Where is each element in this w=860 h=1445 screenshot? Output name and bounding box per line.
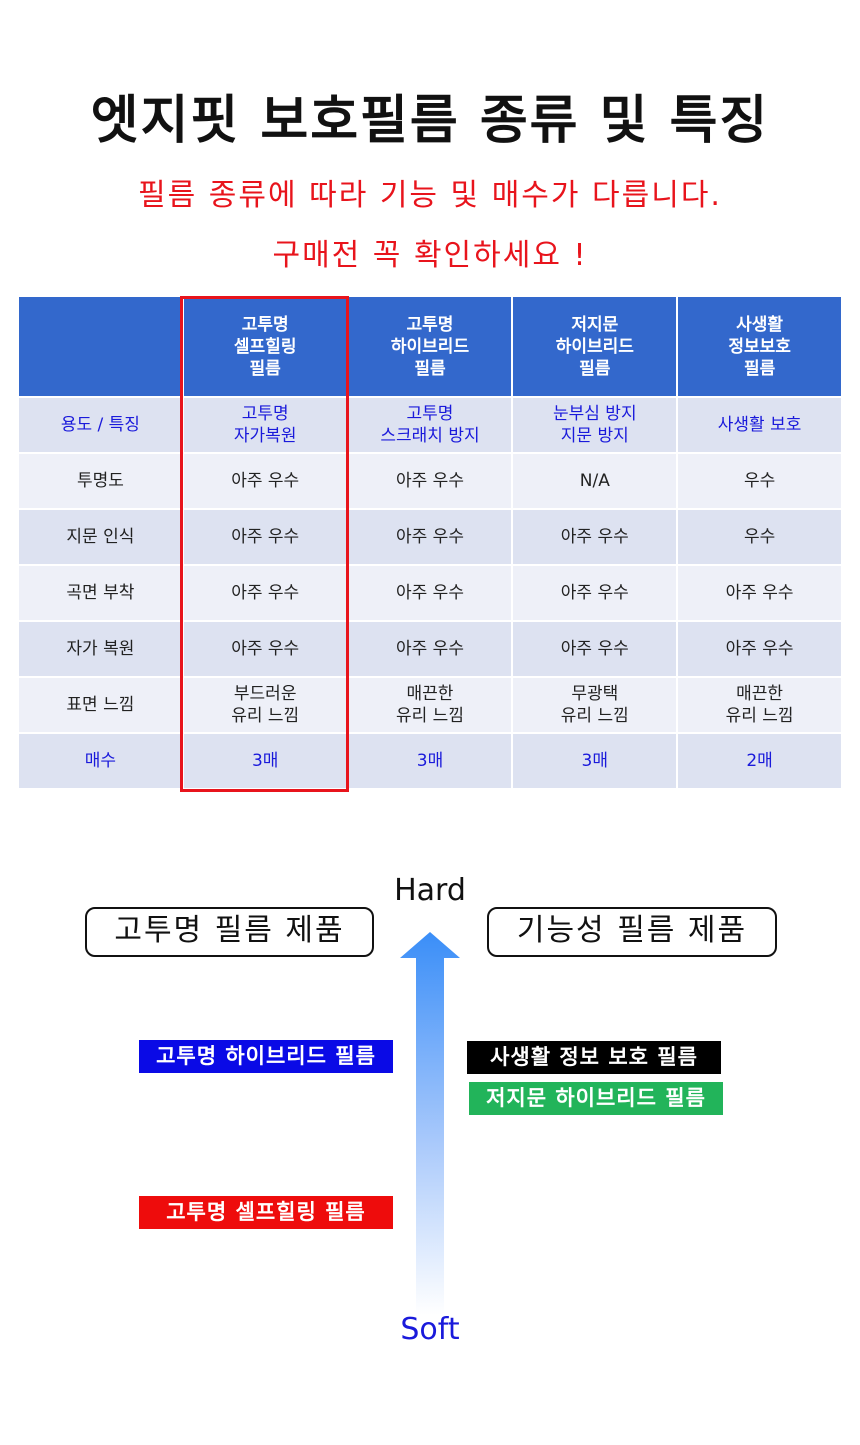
- table-row: 지문 인식 아주 우수 아주 우수 아주 우수 우수: [17, 509, 843, 566]
- table-row: 투명도 아주 우수 아주 우수 N/A 우수: [17, 453, 843, 510]
- row-label: 표면 느낌: [17, 677, 184, 734]
- table-cell: 우수: [676, 509, 843, 566]
- table-cell: 아주 우수: [346, 565, 514, 622]
- table-cell: 아주 우수: [181, 621, 349, 678]
- table-row: 매수 3매 3매 3매 2매: [17, 733, 843, 790]
- row-label: 곡면 부착: [17, 565, 184, 622]
- film-comparison-table: 고투명 셀프힐링 필름 고투명 하이브리드 필름 저지문 하이브리드 필름 사생활 정…: [17, 297, 843, 790]
- row-label: 투명도: [17, 453, 184, 510]
- table-cell: 고투명 스크래치 방지: [346, 397, 514, 454]
- subtitle-line-1: 필름 종류에 따라 기능 및 매수가 다릅니다.: [138, 178, 722, 213]
- table-cell: 아주 우수: [676, 621, 843, 678]
- table-cell: 매끈한 유리 느낌: [346, 677, 514, 734]
- row-label: 매수: [17, 733, 184, 790]
- table-cell: N/A: [511, 453, 679, 510]
- table-cell: 아주 우수: [181, 453, 349, 510]
- table-cell: 고투명 자가복원: [181, 397, 349, 454]
- table-cell: 아주 우수: [676, 565, 843, 622]
- table-cell: 아주 우수: [346, 621, 514, 678]
- table-cell: 무광택 유리 느낌: [511, 677, 679, 734]
- column-header: 저지문 하이브리드 필름: [511, 297, 679, 398]
- column-header: 사생활 정보보호 필름: [676, 297, 843, 398]
- table-cell: 아주 우수: [181, 509, 349, 566]
- table-cell: 3매: [181, 733, 349, 790]
- label-self-healing-film: 고투명 셀프힐링 필름: [139, 1196, 393, 1229]
- page-title: 엣지핏 보호필름 종류 및 특징: [90, 91, 770, 151]
- table-cell: 사생활 보호: [676, 397, 843, 454]
- row-label: 지문 인식: [17, 509, 184, 566]
- label-clear-hybrid-film: 고투명 하이브리드 필름: [139, 1040, 393, 1073]
- table-row: 용도 / 특징 고투명 자가복원 고투명 스크래치 방지 눈부심 방지 지문 방지 사생…: [17, 397, 843, 454]
- row-label: 용도 / 특징: [17, 397, 184, 454]
- table-cell: 아주 우수: [511, 509, 679, 566]
- table-cell: 눈부심 방지 지문 방지: [511, 397, 679, 454]
- column-header: 고투명 하이브리드 필름: [346, 297, 514, 398]
- hard-label: Hard: [394, 873, 466, 908]
- table-cell: 3매: [346, 733, 514, 790]
- soft-label: Soft: [400, 1312, 460, 1347]
- table-row: 자가 복원 아주 우수 아주 우수 아주 우수 아주 우수: [17, 621, 843, 678]
- table-cell: 부드러운 유리 느낌: [181, 677, 349, 734]
- table-row: 표면 느낌 부드러운 유리 느낌 매끈한 유리 느낌 무광택 유리 느낌 매끈한 유리 …: [17, 677, 843, 734]
- highlight-box: [180, 296, 349, 792]
- functional-film-products-box: 기능성 필름 제품: [487, 907, 777, 957]
- column-header: [17, 297, 184, 398]
- table-header-row: 고투명 셀프힐링 필름 고투명 하이브리드 필름 저지문 하이브리드 필름 사생활 정…: [17, 297, 843, 398]
- table-cell: 매끈한 유리 느낌: [676, 677, 843, 734]
- table-cell: 아주 우수: [181, 565, 349, 622]
- table-cell: 2매: [676, 733, 843, 790]
- table-cell: 우수: [676, 453, 843, 510]
- table-cell: 아주 우수: [346, 509, 514, 566]
- table-row: 곡면 부착 아주 우수 아주 우수 아주 우수 아주 우수: [17, 565, 843, 622]
- label-privacy-film: 사생활 정보 보호 필름: [467, 1041, 721, 1074]
- table-cell: 3매: [511, 733, 679, 790]
- row-label: 자가 복원: [17, 621, 184, 678]
- hardness-arrow-icon: [400, 932, 460, 1315]
- label-anti-fingerprint-hybrid-film: 저지문 하이브리드 필름: [469, 1082, 723, 1115]
- table-cell: 아주 우수: [346, 453, 514, 510]
- column-header: 고투명 셀프힐링 필름: [181, 297, 349, 398]
- table-cell: 아주 우수: [511, 621, 679, 678]
- table-cell: 아주 우수: [511, 565, 679, 622]
- subtitle-line-2: 구매전 꼭 확인하세요 !: [272, 238, 588, 273]
- clear-film-products-box: 고투명 필름 제품: [85, 907, 374, 957]
